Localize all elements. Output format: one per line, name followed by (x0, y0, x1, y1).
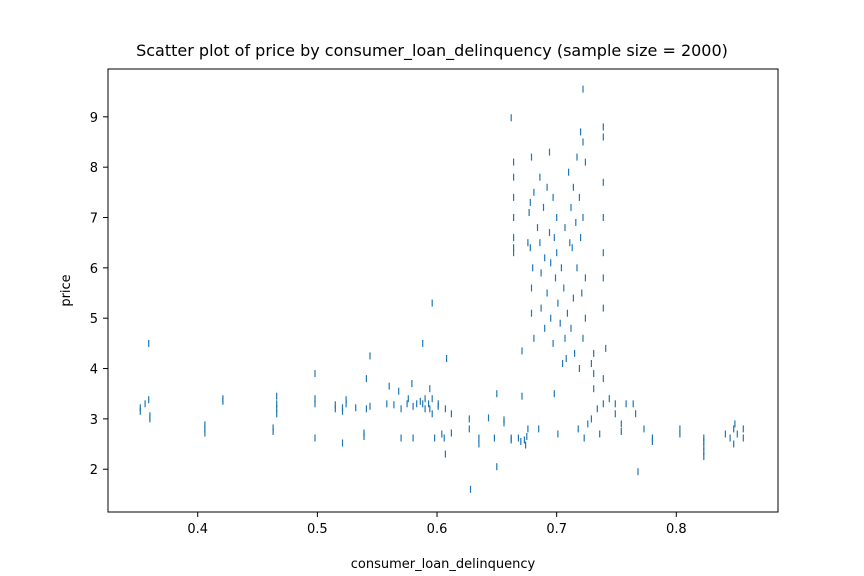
plot-frame (107, 68, 779, 513)
chart-title: Scatter plot of price by consumer_loan_d… (136, 41, 728, 61)
x-axis-label: consumer_loan_delinquency (351, 557, 536, 572)
y-tick-label: 8 (90, 161, 98, 176)
x-axis-ticks: 0.4 0.5 0.6 0.7 0.8 (187, 512, 687, 537)
x-tick-label: 0.5 (307, 522, 328, 537)
y-tick-label: 9 (90, 111, 98, 126)
x-tick-label: 0.6 (427, 522, 448, 537)
y-tick-label: 2 (90, 463, 98, 478)
y-tick-label: 7 (90, 212, 98, 227)
x-tick-label: 0.4 (187, 522, 208, 537)
y-tick-label: 3 (90, 413, 98, 428)
y-axis-label: price (59, 274, 74, 306)
y-tick-label: 4 (90, 363, 98, 378)
plot-area (108, 69, 778, 512)
points-layer (139, 85, 744, 493)
y-tick-label: 5 (90, 312, 98, 327)
x-tick-label: 0.7 (546, 522, 567, 537)
y-axis-ticks: 2 3 4 5 6 7 8 9 (90, 111, 108, 478)
x-tick-label: 0.8 (666, 522, 687, 537)
y-tick-label: 6 (90, 262, 98, 277)
